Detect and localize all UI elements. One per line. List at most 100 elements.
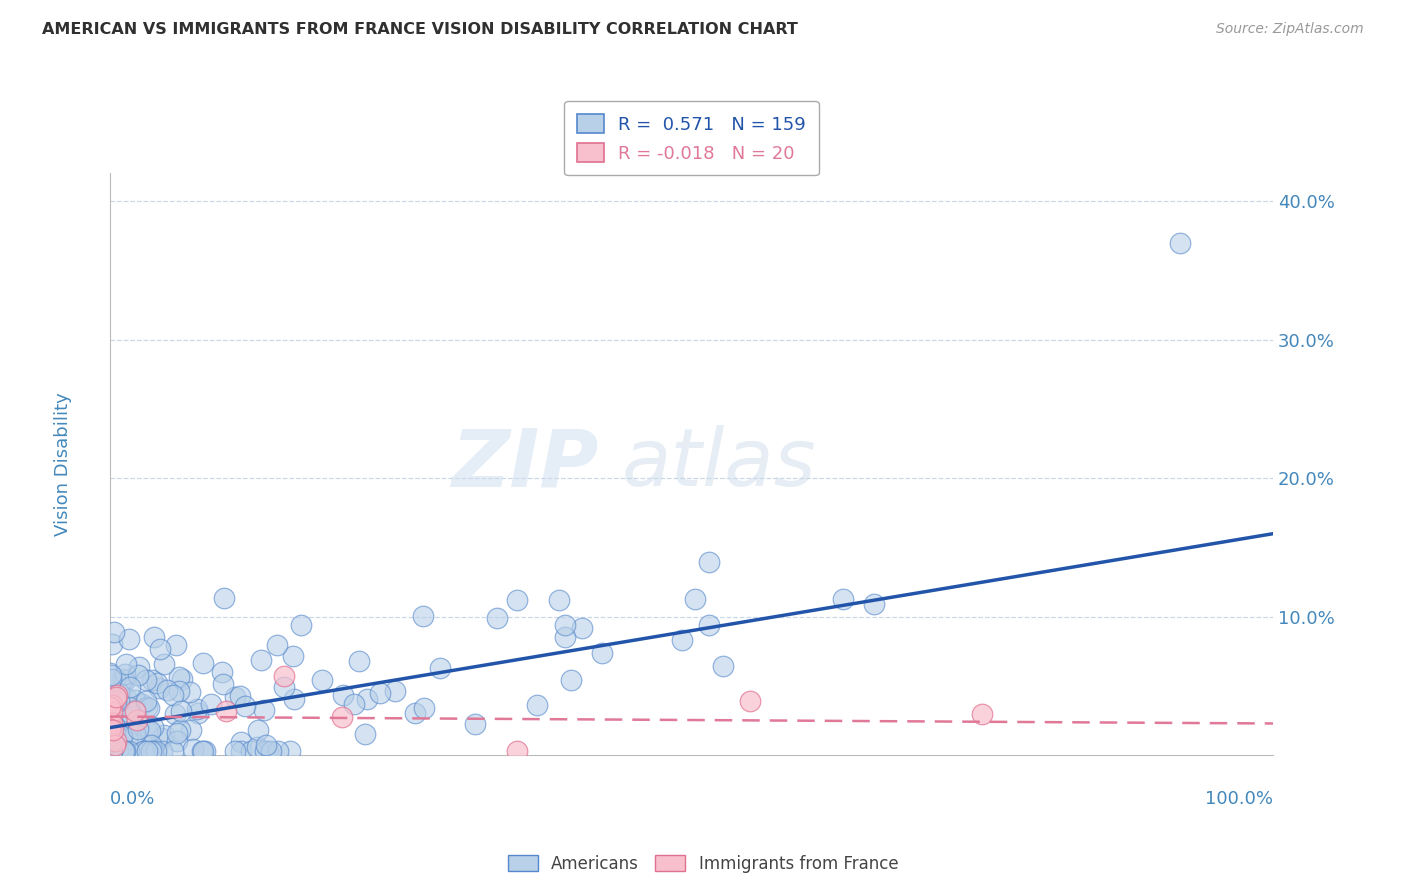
Point: [697, 618, 720, 632]
Point: [104, 714, 127, 729]
Point: [167, 684, 190, 698]
Point: [124, 693, 146, 707]
Point: [233, 698, 256, 713]
Point: [246, 723, 269, 737]
Point: [101, 715, 124, 730]
Point: [229, 735, 252, 749]
Point: [155, 682, 177, 697]
Point: [124, 704, 146, 718]
Point: [266, 744, 288, 758]
Point: [108, 744, 131, 758]
Point: [412, 609, 434, 624]
Text: Source: ZipAtlas.com: Source: ZipAtlas.com: [1216, 22, 1364, 37]
Point: [98, 699, 121, 714]
Point: [253, 703, 276, 717]
Point: [135, 744, 157, 758]
Text: 100.0%: 100.0%: [1205, 790, 1272, 808]
Point: [191, 656, 214, 670]
Point: [165, 706, 187, 721]
Point: [114, 666, 136, 681]
Point: [162, 744, 184, 758]
Point: [671, 633, 693, 648]
Point: [135, 673, 157, 687]
Point: [170, 672, 193, 686]
Point: [127, 668, 149, 682]
Point: [290, 618, 312, 632]
Point: [278, 744, 301, 758]
Point: [101, 695, 124, 709]
Point: [101, 744, 124, 758]
Point: [281, 648, 304, 663]
Point: [153, 657, 176, 671]
Point: [118, 705, 141, 719]
Point: [114, 744, 136, 758]
Point: [148, 681, 170, 695]
Point: [118, 744, 141, 758]
Point: [103, 698, 125, 712]
Point: [136, 723, 159, 738]
Point: [104, 734, 127, 748]
Point: [132, 744, 155, 758]
Point: [143, 744, 166, 758]
Point: [311, 673, 333, 687]
Point: [591, 646, 613, 660]
Point: [98, 708, 121, 723]
Point: [124, 726, 146, 740]
Point: [170, 704, 193, 718]
Point: [250, 653, 273, 667]
Point: [98, 744, 121, 758]
Point: [266, 638, 288, 652]
Point: [107, 694, 129, 708]
Point: [141, 673, 163, 688]
Point: [101, 637, 124, 651]
Point: [100, 733, 122, 747]
Point: [98, 690, 121, 704]
Point: [125, 713, 148, 727]
Point: [342, 697, 364, 711]
Text: atlas: atlas: [621, 425, 817, 503]
Point: [212, 677, 235, 691]
Point: [697, 555, 720, 569]
Point: [100, 744, 122, 758]
Point: [240, 744, 263, 758]
Point: [186, 702, 208, 716]
Point: [212, 591, 235, 606]
Point: [224, 744, 246, 758]
Point: [98, 744, 121, 758]
Text: ZIP: ZIP: [451, 425, 599, 503]
Point: [115, 744, 138, 758]
Point: [181, 742, 204, 756]
Point: [215, 704, 238, 718]
Point: [112, 673, 135, 687]
Point: [554, 630, 576, 644]
Point: [149, 731, 172, 745]
Point: [111, 729, 134, 743]
Point: [98, 722, 121, 736]
Point: [711, 659, 734, 673]
Point: [115, 657, 138, 672]
Point: [100, 672, 122, 686]
Point: [273, 680, 295, 694]
Point: [283, 692, 305, 706]
Point: [229, 690, 252, 704]
Point: [354, 727, 377, 741]
Point: [526, 698, 548, 712]
Point: [571, 621, 593, 635]
Point: [118, 680, 141, 694]
Point: [165, 638, 187, 652]
Point: [254, 738, 277, 752]
Point: [127, 722, 149, 736]
Point: [103, 744, 125, 758]
Point: [332, 688, 354, 702]
Point: [863, 597, 886, 611]
Point: [194, 744, 217, 758]
Point: [141, 744, 163, 758]
Point: [103, 718, 125, 732]
Point: [560, 673, 582, 687]
Point: [105, 688, 128, 702]
Point: [211, 665, 233, 679]
Point: [105, 690, 128, 704]
Point: [187, 706, 209, 720]
Point: [972, 707, 994, 722]
Point: [104, 672, 127, 686]
